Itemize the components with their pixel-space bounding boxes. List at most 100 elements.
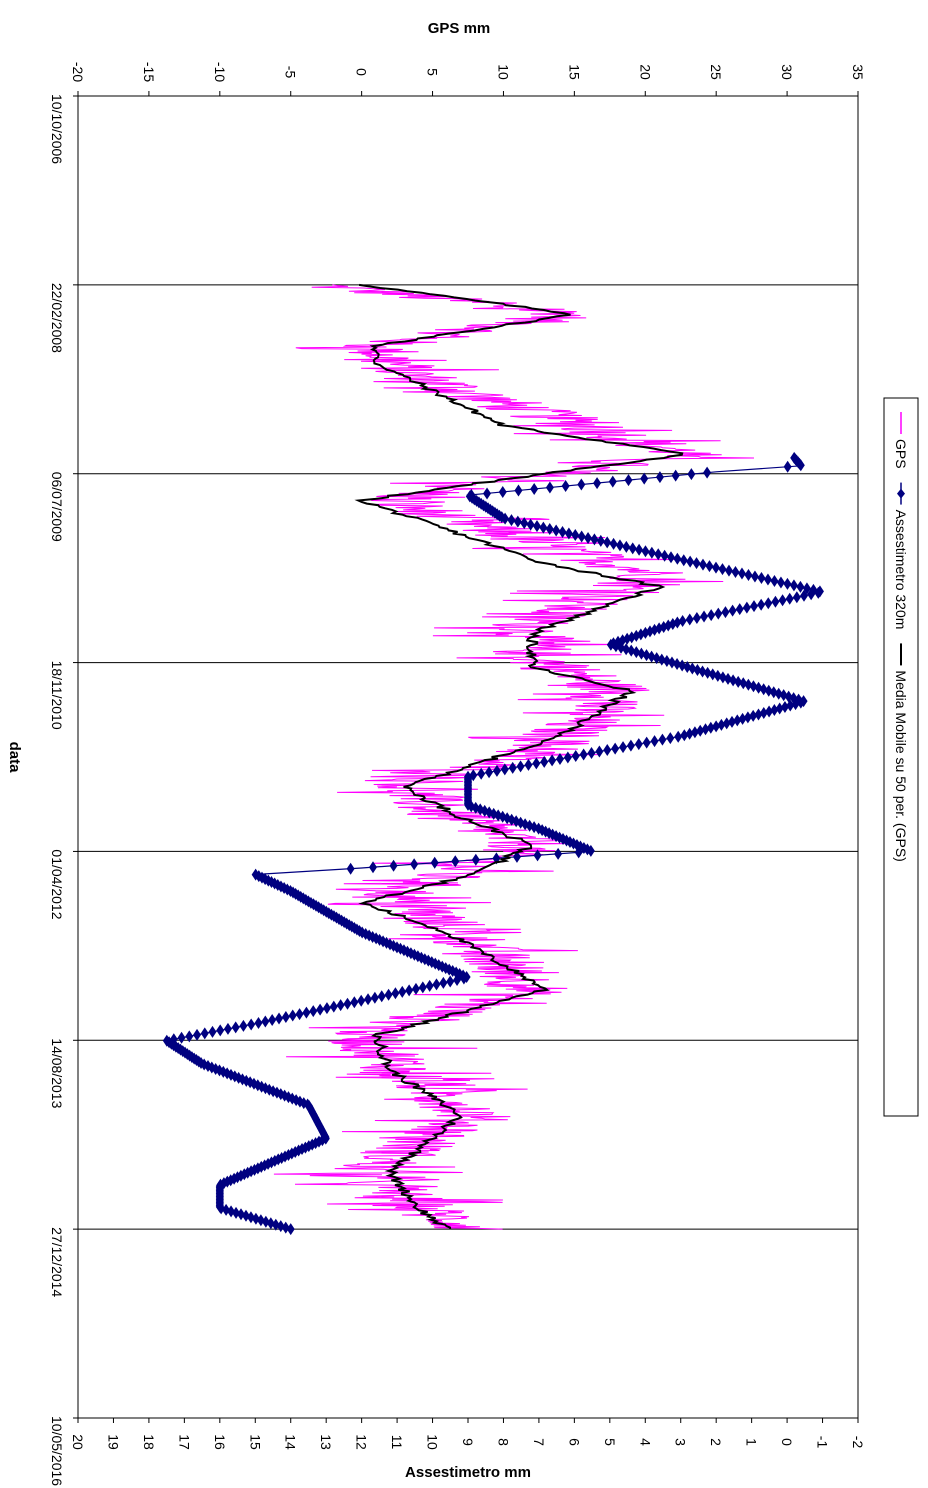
- assestimetro-marker: [483, 487, 492, 500]
- gps-tick-label: -15: [141, 62, 157, 82]
- assestimetro-marker: [571, 749, 580, 762]
- assestimetro-marker: [673, 658, 682, 671]
- assestimetro-marker: [642, 649, 651, 662]
- assestimetro-marker: [185, 1030, 194, 1043]
- assestimetro-tick-label: 4: [637, 1438, 653, 1446]
- assestimetro-marker: [786, 699, 795, 712]
- assestimetro-marker: [731, 566, 740, 579]
- legend-item-2: Media Mobile su 50 per. (GPS): [893, 643, 909, 862]
- assestimetro-marker: [785, 592, 794, 605]
- x-tick-label: 01/04/2012: [49, 849, 65, 919]
- assestimetro-marker: [322, 1002, 331, 1015]
- assestimetro-marker: [701, 723, 710, 736]
- assestimetro-marker: [548, 754, 557, 767]
- assestimetro-marker: [622, 540, 631, 553]
- assestimetro-marker: [377, 990, 386, 1003]
- assestimetro-marker: [666, 732, 675, 745]
- assestimetro-marker: [692, 557, 701, 570]
- assestimetro-marker: [708, 668, 717, 681]
- legend-label: GPS: [893, 439, 909, 469]
- assestimetro-tick-label: 8: [495, 1438, 511, 1446]
- assestimetro-marker: [513, 515, 522, 528]
- assestimetro-marker: [759, 706, 768, 719]
- assestimetro-marker: [350, 996, 359, 1009]
- legend-marker: [897, 488, 905, 499]
- assestimetro-tick-label: 16: [212, 1434, 228, 1450]
- assestimetro-marker: [722, 717, 731, 730]
- assestimetro-marker: [796, 696, 805, 709]
- assestimetro-marker: [770, 574, 779, 587]
- assestimetro-marker: [608, 475, 617, 488]
- assestimetro-marker: [666, 551, 675, 564]
- gps-tick-label: 25: [708, 64, 724, 80]
- assestimetro-marker: [453, 973, 462, 986]
- assestimetro-tick-label: 12: [354, 1434, 370, 1450]
- assestimetro-marker: [754, 681, 763, 694]
- assestimetro-marker: [446, 975, 455, 988]
- assestimetro-marker: [652, 652, 661, 665]
- assestimetro-marker: [750, 570, 759, 583]
- assestimetro-marker: [742, 601, 751, 614]
- gps-axis-title: GPS mm: [428, 20, 491, 37]
- assestimetro-marker: [735, 603, 744, 616]
- assestimetro-marker: [555, 752, 564, 765]
- x-tick-label: 22/02/2008: [49, 283, 65, 353]
- assestimetro-marker: [579, 748, 588, 761]
- assestimetro-marker: [647, 546, 656, 559]
- assestimetro-marker: [389, 859, 398, 872]
- assestimetro-marker: [586, 844, 595, 857]
- gps-tick-label: -10: [212, 62, 228, 82]
- assestimetro-marker: [658, 733, 667, 746]
- assestimetro-marker: [799, 589, 808, 602]
- legend-label: Media Mobile su 50 per. (GPS): [893, 670, 909, 861]
- assestimetro-tick-label: 14: [283, 1434, 299, 1450]
- assestimetro-marker: [635, 543, 644, 556]
- assestimetro-marker: [329, 1000, 338, 1013]
- assestimetro-marker: [690, 726, 699, 739]
- x-tick-label: 27/12/2014: [49, 1227, 65, 1297]
- assestimetro-marker: [539, 521, 548, 534]
- assestimetro-marker: [783, 460, 792, 473]
- assestimetro-marker: [754, 708, 763, 721]
- assestimetro-marker: [526, 518, 535, 531]
- legend-item-0: GPS: [893, 412, 909, 469]
- assestimetro-marker: [655, 471, 664, 484]
- assestimetro-marker: [792, 591, 801, 604]
- x-tick-label: 14/08/2013: [49, 1038, 65, 1108]
- assestimetro-tick-label: -2: [850, 1436, 866, 1449]
- gps-tick-label: 5: [425, 68, 441, 76]
- assestimetro-marker: [558, 526, 567, 539]
- x-axis-title: data: [6, 742, 23, 774]
- moving-average-line: [354, 283, 684, 1230]
- assestimetro-marker: [514, 484, 523, 497]
- assestimetro-marker: [432, 978, 441, 991]
- assestimetro-marker: [718, 671, 727, 684]
- assestimetro-marker: [737, 567, 746, 580]
- assestimetro-marker: [606, 638, 615, 651]
- assestimetro-tick-label: 15: [247, 1434, 263, 1450]
- assestimetro-marker: [763, 573, 772, 586]
- assestimetro-marker: [750, 600, 759, 613]
- assestimetro-tick-label: 5: [602, 1438, 618, 1446]
- assestimetro-marker: [254, 1016, 263, 1029]
- assestimetro-marker: [703, 666, 712, 679]
- assestimetro-tick-label: 19: [105, 1434, 121, 1450]
- assestimetro-marker: [727, 715, 736, 728]
- legend-label: Assestimetro 320m: [893, 510, 909, 630]
- assestimetro-marker: [707, 609, 716, 622]
- assestimetro-tick-label: 3: [673, 1438, 689, 1446]
- assestimetro-marker: [563, 751, 572, 764]
- assestimetro-marker: [532, 757, 541, 770]
- assestimetro-marker: [640, 472, 649, 485]
- assestimetro-marker: [743, 711, 752, 724]
- assestimetro-marker: [780, 701, 789, 714]
- assestimetro-marker: [778, 594, 787, 607]
- assestimetro-marker: [336, 999, 345, 1012]
- assestimetro-marker: [622, 643, 631, 656]
- gps-tick-label: 35: [850, 64, 866, 80]
- series-group: [162, 283, 824, 1236]
- assestimetro-marker: [384, 988, 393, 1001]
- assestimetro-marker: [430, 856, 439, 869]
- assestimetro-marker: [814, 586, 823, 599]
